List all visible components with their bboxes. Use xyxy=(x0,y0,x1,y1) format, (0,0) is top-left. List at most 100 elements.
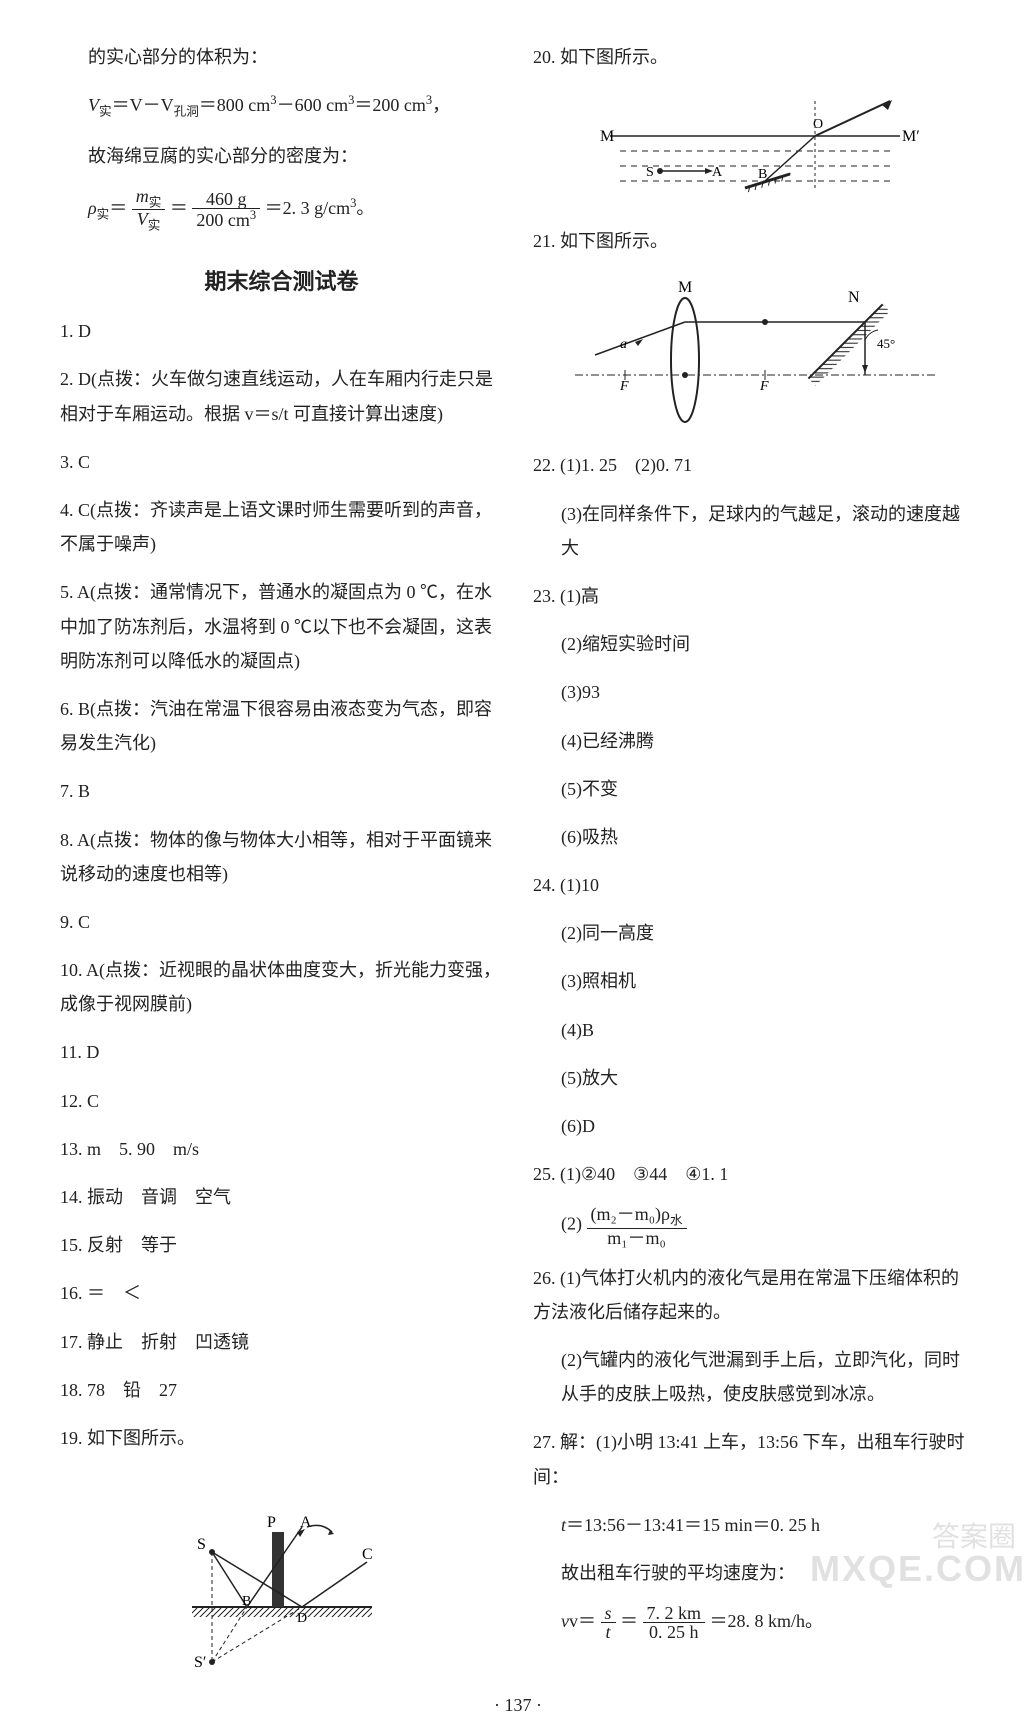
item-text: (1)1. 25 (2)0. 71 xyxy=(560,455,692,475)
answer-item: 17. 静止 折射 凹透镜 xyxy=(60,1325,503,1359)
sub: 实 xyxy=(149,195,162,209)
answer-item: 4. C(点拨：齐读声是上语文课时师生需要听到的声音，不属于噪声) xyxy=(60,493,503,561)
answer-item: 11. D xyxy=(60,1035,503,1069)
fraction: (m₂－m₀)ρ水 m₁－m₀ xyxy=(587,1205,687,1246)
item-num: 7. xyxy=(60,781,78,801)
answer-item: 15. 反射 等于 xyxy=(60,1228,503,1262)
item-25-p2: (2) (m₂－m₀)ρ水 m₁－m₀ xyxy=(533,1205,976,1246)
item-24-p: (3)照相机 xyxy=(533,964,976,998)
num: 7. 2 km xyxy=(643,1604,706,1623)
answer-item: 12. C xyxy=(60,1084,503,1118)
var: ρ xyxy=(88,198,97,218)
item-num: 25. xyxy=(533,1164,556,1184)
label-F: F xyxy=(619,379,629,394)
item-text: A(点拨：物体的像与物体大小相等，相对于平面镜来说移动的速度也相等) xyxy=(60,830,492,884)
txt: ＝13:56－13:41＝15 min＝0. 25 h xyxy=(566,1515,820,1535)
item-23-p: (5)不变 xyxy=(533,772,976,806)
item-num: 17. xyxy=(60,1332,87,1352)
txt: ， xyxy=(432,95,450,115)
item-num: 12. xyxy=(60,1091,87,1111)
item-text: A(点拨：通常情况下，普通水的凝固点为 0 ℃，在水中加了防冻剂后，水温将到 0… xyxy=(60,582,492,670)
item-num: 2. xyxy=(60,369,78,389)
var: V xyxy=(88,95,99,115)
item-23-p: (4)已经沸腾 xyxy=(533,724,976,758)
answer-item: 16. ＝ ＜ xyxy=(60,1276,503,1310)
item-text: (1)②40 ③44 ④1. 1 xyxy=(560,1164,728,1184)
sub: 孔洞 xyxy=(174,105,199,119)
item-24: 24. (1)10 xyxy=(533,868,976,902)
item-text: C xyxy=(87,1091,99,1111)
item-num: 11. xyxy=(60,1042,86,1062)
item-text: ＝ ＜ xyxy=(87,1283,141,1303)
den: m₁－m₀ xyxy=(587,1229,687,1247)
label-M: M xyxy=(600,128,614,145)
diagram-21: M F F a N 45° xyxy=(565,280,945,430)
txt: ＝ xyxy=(170,198,188,218)
item-num: 4. xyxy=(60,500,78,520)
watermark-url: MXQE.COM xyxy=(810,1548,1026,1590)
answer-item: 14. 振动 音调 空气 xyxy=(60,1180,503,1214)
item-num: 9. xyxy=(60,912,78,932)
item-num: 18. xyxy=(60,1380,87,1400)
page-number: · 137 · xyxy=(60,1695,976,1716)
num: (m₂－m₀)ρ xyxy=(591,1204,671,1224)
txt: ＝ xyxy=(620,1611,638,1631)
item-24-p: (5)放大 xyxy=(533,1061,976,1095)
item-21: 21. 如下图所示。 xyxy=(533,224,976,258)
sub: 实 xyxy=(99,105,112,119)
item-text: 如下图所示。 xyxy=(560,47,668,67)
answer-item: 5. A(点拨：通常情况下，普通水的凝固点为 0 ℃，在水中加了防冻剂后，水温将… xyxy=(60,575,503,678)
item-num: 26. xyxy=(533,1268,556,1288)
item-27-p2: t＝13:56－13:41＝15 min＝0. 25 h xyxy=(533,1508,976,1542)
item-num: 16. xyxy=(60,1283,87,1303)
item-23: 23. (1)高 xyxy=(533,579,976,613)
txt: ＝2. 3 g/cm xyxy=(265,198,351,218)
item-24-p: (2)同一高度 xyxy=(533,916,976,950)
item-text: 振动 音调 空气 xyxy=(87,1187,231,1207)
item-num: 13. xyxy=(60,1139,87,1159)
diagram-20: M M′ O B S A xyxy=(590,96,920,206)
text-line: 的实心部分的体积为： xyxy=(60,40,503,74)
right-column: 20. 如下图所示。 M M′ O B S A xyxy=(533,40,976,1685)
num: m xyxy=(136,186,149,206)
den: V xyxy=(137,209,148,229)
item-text: C xyxy=(78,912,90,932)
label-A: A xyxy=(712,165,723,180)
txt: v＝ xyxy=(569,1611,596,1631)
answer-item: 13. m 5. 90 m/s xyxy=(60,1132,503,1166)
label-Mp: M′ xyxy=(902,128,920,145)
txt: (2) xyxy=(561,1214,582,1234)
fraction: s t xyxy=(601,1604,616,1641)
item-text: D xyxy=(86,1042,99,1062)
item-27: 27. 解：(1)小明 13:41 上车，13:56 下车，出租车行驶时间： xyxy=(533,1425,976,1493)
diagram-19: P S S′ B A D C xyxy=(172,1477,392,1667)
item-23-p: (2)缩短实验时间 xyxy=(533,627,976,661)
item-num: 19. xyxy=(60,1428,87,1448)
answer-item: 18. 78 铅 27 xyxy=(60,1373,503,1407)
item-text: B(点拨：汽油在常温下很容易由液态变为气态，即容易发生汽化) xyxy=(60,699,492,753)
answer-item: 1. D xyxy=(60,314,503,348)
txt: ＝800 cm xyxy=(199,95,271,115)
item-27-p4: vv＝ s t ＝ 7. 2 km 0. 25 h ＝28. 8 km/h。 xyxy=(533,1604,976,1641)
txt: ＝ xyxy=(109,198,127,218)
item-num: 3. xyxy=(60,452,78,472)
item-23-p: (6)吸热 xyxy=(533,820,976,854)
label-A: A xyxy=(300,1514,312,1531)
answer-list: 1. D2. D(点拨：火车做匀速直线运动，人在车厢内行走只是相对于车厢运动。根… xyxy=(60,314,503,1469)
num: 460 g xyxy=(192,190,260,209)
item-num: 14. xyxy=(60,1187,87,1207)
txt: ＝V－V xyxy=(112,95,174,115)
item-26-p2: (2)气罐内的液化气泄漏到手上后，立即汽化，同时从手的皮肤上吸热，使皮肤感觉到冰… xyxy=(533,1343,976,1411)
item-num: 24. xyxy=(533,875,556,895)
formula-line: V实＝V－V孔洞＝800 cm3－600 cm3＝200 cm3， xyxy=(60,88,503,125)
label-M: M xyxy=(678,280,692,296)
item-text: 反射 等于 xyxy=(87,1235,177,1255)
item-text: 如下图所示。 xyxy=(560,231,668,251)
fraction: 460 g 200 cm3 xyxy=(192,190,260,229)
item-num: 8. xyxy=(60,830,77,850)
answer-item: 8. A(点拨：物体的像与物体大小相等，相对于平面镜来说移动的速度也相等) xyxy=(60,823,503,891)
item-text: 78 铅 27 xyxy=(87,1380,177,1400)
label-B: B xyxy=(758,167,767,182)
label-S: S xyxy=(646,165,654,180)
den: 200 cm xyxy=(196,210,250,230)
